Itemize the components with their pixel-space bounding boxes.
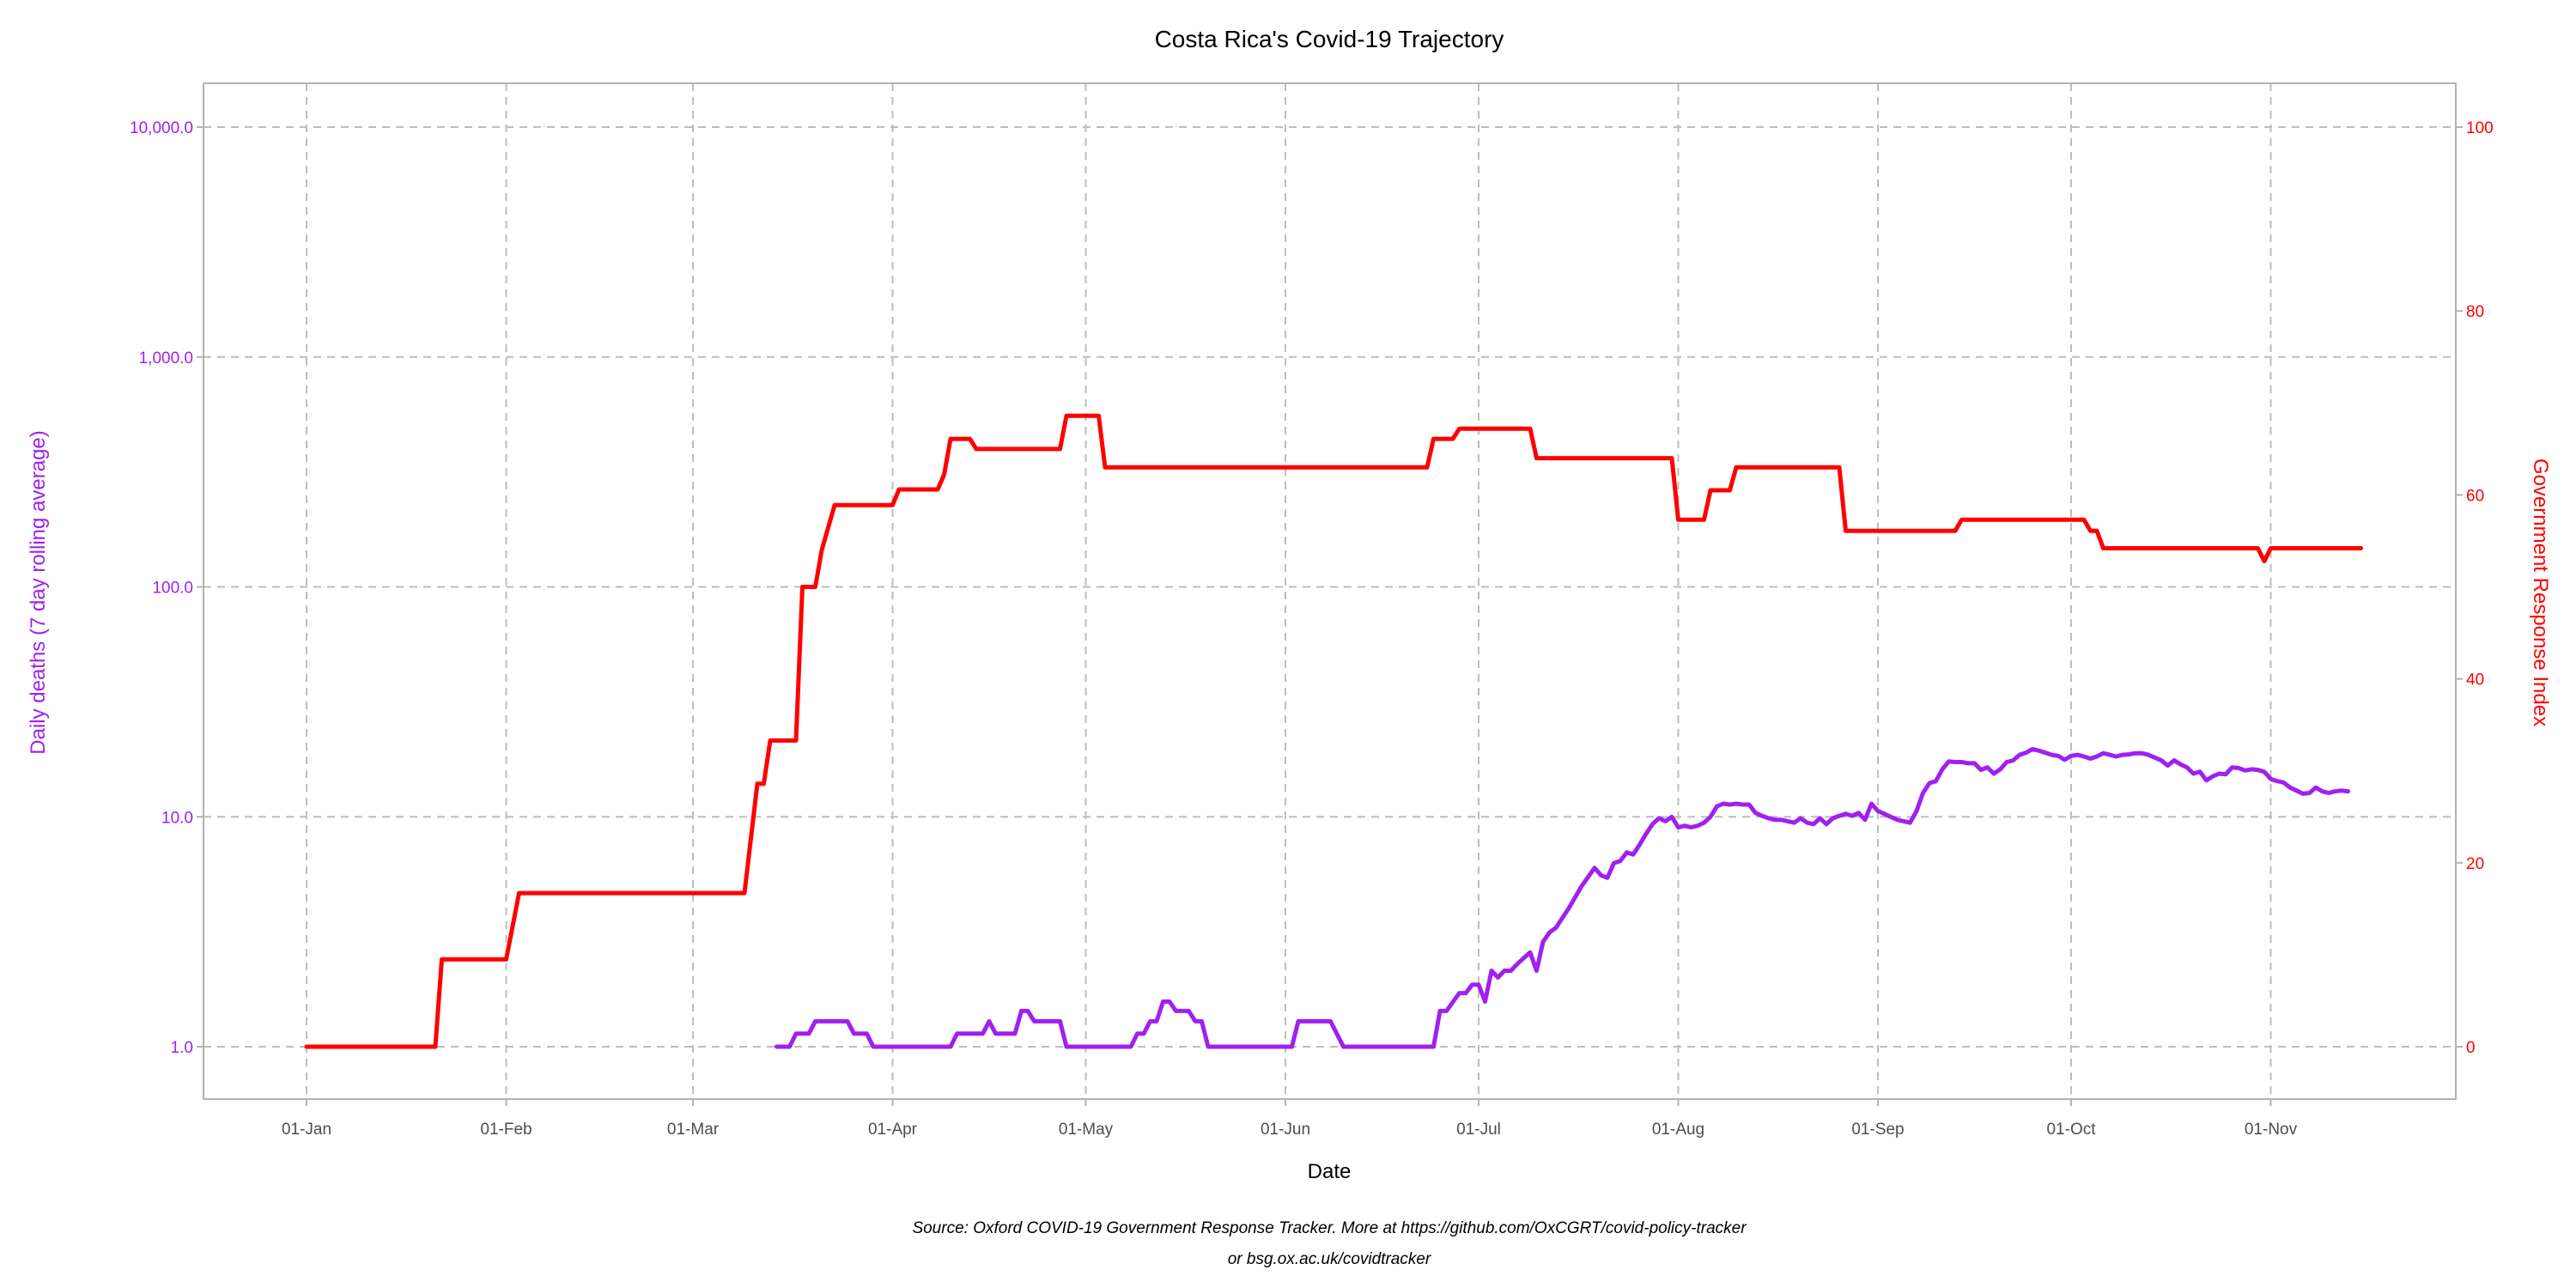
grid-layer [204, 83, 2456, 1099]
y-right-tick-label: 80 [2466, 303, 2484, 321]
y-right-tick-label: 60 [2466, 487, 2484, 505]
y-left-tick-label: 1.0 [171, 1039, 193, 1057]
government-response-index-line [304, 413, 2363, 1049]
y-axis-right-title: Government Response Index [2529, 459, 2552, 726]
x-tick-label: 01-Apr [868, 1121, 918, 1139]
y-right-tick-label: 0 [2466, 1039, 2476, 1057]
series-layer [304, 413, 2363, 1049]
source-caption-line-1: Source: Oxford COVID-19 Government Respo… [912, 1219, 1747, 1237]
daily-deaths-line [775, 746, 2350, 1049]
y-left-tick-label: 10,000.0 [130, 119, 193, 137]
x-axis-title: Date [1308, 1160, 1352, 1183]
y-left-tick-label: 10.0 [161, 809, 193, 827]
x-tick-label: 01-Nov [2245, 1121, 2298, 1139]
x-tick-label: 01-Jul [1456, 1121, 1501, 1139]
x-tick-label: 01-Oct [2046, 1121, 2096, 1139]
x-tick-label: 01-Aug [1652, 1121, 1704, 1139]
x-tick-label: 01-Mar [667, 1121, 720, 1139]
x-tick-label: 01-Feb [480, 1121, 532, 1139]
x-tick-label: 01-Sep [1851, 1121, 1904, 1139]
x-tick-label: 01-May [1059, 1121, 1114, 1139]
y-right-tick-label: 100 [2466, 119, 2494, 137]
y-right-tick-label: 20 [2466, 855, 2484, 873]
plot-frame [203, 82, 2457, 1100]
x-tick-label: 01-Jun [1261, 1121, 1310, 1139]
source-caption-line-2: or bsg.ox.ac.uk/covidtracker [1228, 1250, 1431, 1268]
chart-title: Costa Rica's Covid-19 Trajectory [1155, 26, 1504, 52]
tick-layer: 1.0 10.0 100.0 1,000.0 10,000.0 0 20 40 60 80 100 0… [130, 119, 2494, 1139]
y-left-tick-label: 100.0 [152, 580, 193, 598]
x-tick-label: 01-Jan [282, 1121, 331, 1139]
y-left-tick-label: 1,000.0 [139, 349, 193, 368]
y-right-tick-label: 40 [2466, 671, 2484, 690]
y-axis-left-title: Daily deaths (7 day rolling average) [27, 430, 50, 755]
